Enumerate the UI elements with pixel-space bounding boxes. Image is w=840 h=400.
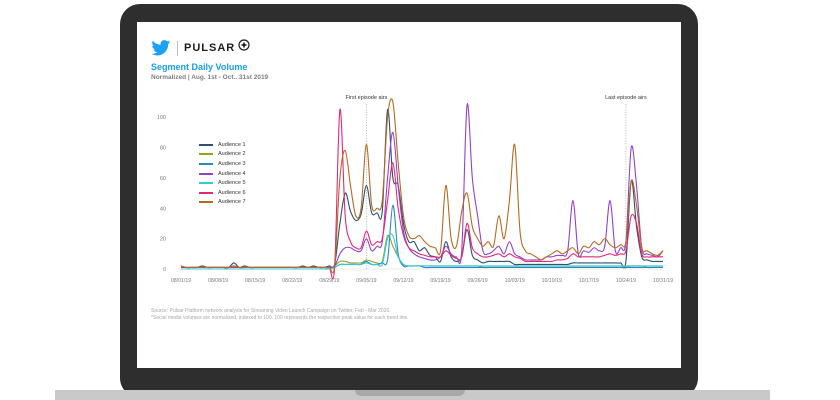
legend-item-audience-4: Audience 4 — [199, 169, 246, 179]
source-line: Source: Pulsar Platform network analysis… — [151, 308, 391, 314]
legend-label: Audience 4 — [218, 170, 246, 177]
x-tick-label: 10/24/19 — [616, 278, 636, 284]
x-tick-label: 08/22/19 — [282, 278, 302, 284]
series-line-audience-5 — [180, 233, 663, 270]
twitter-bird-icon — [151, 40, 171, 56]
chart-title: Segment Daily Volume — [151, 62, 248, 72]
laptop-screen: PULSAR Segment Daily Volume Normalized |… — [137, 22, 681, 368]
chart-legend: Audience 1 Audience 2 Audience 3 Audience 4… — [199, 140, 246, 207]
series-line-audience-3 — [180, 204, 663, 269]
y-tick-label: 60 — [160, 176, 166, 182]
legend-item-audience-7: Audience 7 — [199, 198, 246, 208]
legend-label: Audience 2 — [218, 151, 246, 158]
laptop-base-notch — [355, 390, 465, 396]
legend-swatch — [199, 182, 213, 185]
x-tick-label: 10/31/19 — [653, 278, 673, 284]
series-line-audience-4 — [180, 103, 664, 269]
brand-header: PULSAR — [151, 39, 250, 56]
x-tick-label: 08/15/19 — [245, 278, 265, 284]
legend-item-audience-3: Audience 3 — [199, 159, 246, 169]
legend-item-audience-6: Audience 6 — [199, 188, 246, 198]
x-tick-label: 10/10/19 — [542, 278, 562, 284]
legend-label: Audience 5 — [218, 180, 246, 187]
x-tick-label: 10/03/19 — [505, 278, 525, 284]
legend-swatch — [199, 143, 213, 146]
y-tick-label: 40 — [160, 206, 166, 212]
brand-divider — [177, 40, 178, 56]
series-line-audience-6 — [180, 108, 663, 280]
series-line-audience-1 — [180, 109, 663, 269]
legend-swatch — [199, 153, 213, 156]
legend-swatch — [199, 162, 213, 165]
legend-item-audience-2: Audience 2 — [199, 150, 246, 160]
x-tick-label: 09/12/19 — [393, 278, 413, 284]
y-tick-label: 100 — [157, 115, 166, 121]
annotation-label: Last episode airs — [605, 95, 647, 101]
y-tick-label: 80 — [160, 146, 166, 152]
legend-label: Audience 1 — [218, 141, 246, 148]
legend-swatch — [199, 201, 213, 204]
x-tick-label: 09/19/19 — [430, 278, 450, 284]
chart-subtitle: Normalized | Aug. 1st - Oct.. 31st 2019 — [151, 74, 269, 81]
line-chart: 0 20 40 60 80 100 08/01/19 08/08/19 08/15/19 08/2… — [157, 95, 673, 284]
chart-source-note: Source: Pulsar Platform network analysis… — [151, 308, 409, 321]
x-tick-label: 08/01/19 — [171, 278, 191, 284]
y-tick-label: 20 — [160, 237, 166, 243]
series-line-audience-7 — [180, 98, 664, 274]
normalization-note: *Social media volumes are normalized, in… — [151, 314, 409, 321]
x-tick-label: 08/08/19 — [208, 278, 228, 284]
x-tick-label: 09/05/19 — [356, 278, 376, 284]
legend-label: Audience 6 — [218, 189, 246, 196]
legend-item-audience-1: Audience 1 — [199, 140, 246, 150]
pulsar-star-icon — [238, 39, 250, 51]
legend-label: Audience 7 — [218, 199, 246, 206]
legend-item-audience-5: Audience 5 — [199, 178, 246, 188]
pulsar-wordmark: PULSAR — [184, 42, 236, 54]
y-tick-label: 0 — [163, 267, 166, 273]
legend-swatch — [199, 172, 213, 175]
annotation-label: First episode airs — [345, 95, 387, 101]
x-tick-label: 10/17/19 — [579, 278, 599, 284]
x-tick-label: 09/26/19 — [468, 278, 488, 284]
legend-label: Audience 3 — [218, 160, 246, 167]
x-tick-label: 08/29/19 — [319, 278, 339, 284]
legend-swatch — [199, 191, 213, 194]
